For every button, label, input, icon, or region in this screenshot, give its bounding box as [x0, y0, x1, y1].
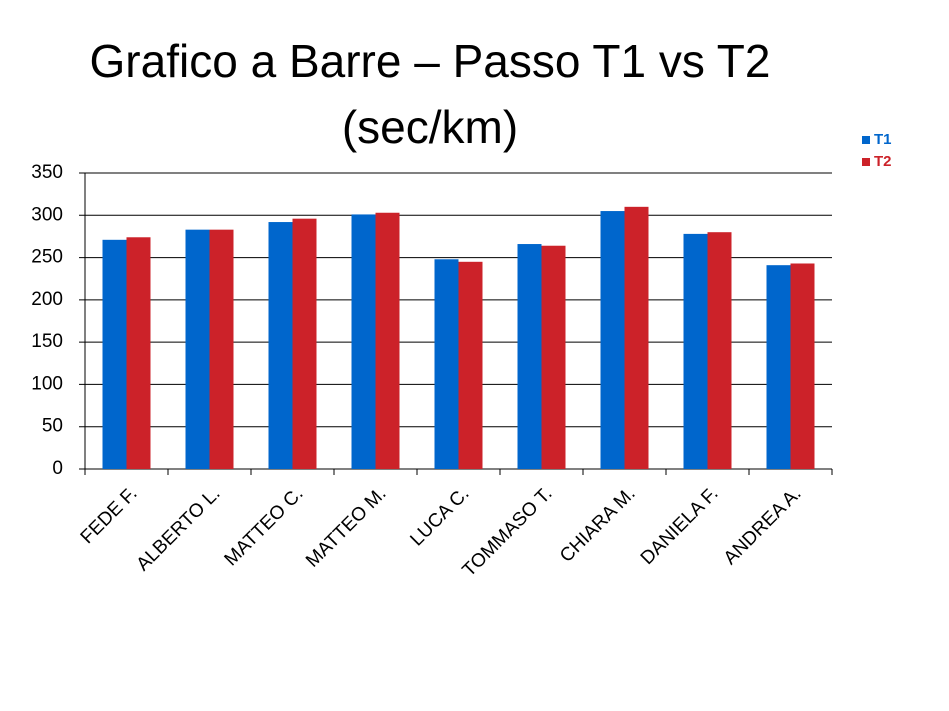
x-tick-label: LUCA C. [406, 483, 473, 550]
legend-label: T2 [874, 153, 892, 170]
bar [126, 237, 151, 469]
x-tick-label: FEDE F. [77, 483, 142, 548]
bar [458, 261, 483, 469]
bar [790, 263, 815, 469]
y-tick-label: 0 [52, 458, 63, 479]
bar [375, 212, 400, 469]
y-tick-label: 150 [31, 331, 63, 352]
x-tick-label: DANIELA F. [637, 483, 723, 569]
y-tick-label: 350 [31, 162, 63, 183]
x-tick-label: ANDREA A. [720, 483, 806, 569]
bar [351, 214, 376, 469]
bar [268, 222, 293, 469]
bar [102, 239, 127, 469]
legend-swatch [862, 136, 870, 144]
chart-title: Grafico a Barre – Passo T1 vs T2 (sec/km… [89, 35, 771, 153]
y-tick-label: 200 [31, 289, 63, 310]
y-tick-label: 300 [31, 204, 63, 225]
y-tick-label: 50 [42, 416, 63, 437]
bar [624, 206, 649, 470]
legend-label: T1 [874, 131, 892, 148]
bar [541, 245, 566, 469]
legend-swatch [862, 158, 870, 166]
bar [434, 259, 459, 469]
bar [517, 244, 542, 469]
bar [600, 211, 625, 470]
bar [185, 229, 210, 469]
y-tick-label: 250 [31, 247, 63, 268]
y-tick-label: 100 [31, 373, 63, 394]
x-tick-label: CHIARA M. [556, 483, 640, 567]
bar [766, 265, 791, 469]
bar [209, 229, 234, 469]
bar [292, 218, 317, 469]
x-tick-label: MATTEO M. [302, 483, 390, 571]
x-tick-label: ALBERTO L. [133, 483, 225, 575]
bar [683, 233, 708, 469]
bar [707, 232, 732, 469]
x-tick-label: MATTEO C. [221, 483, 308, 570]
